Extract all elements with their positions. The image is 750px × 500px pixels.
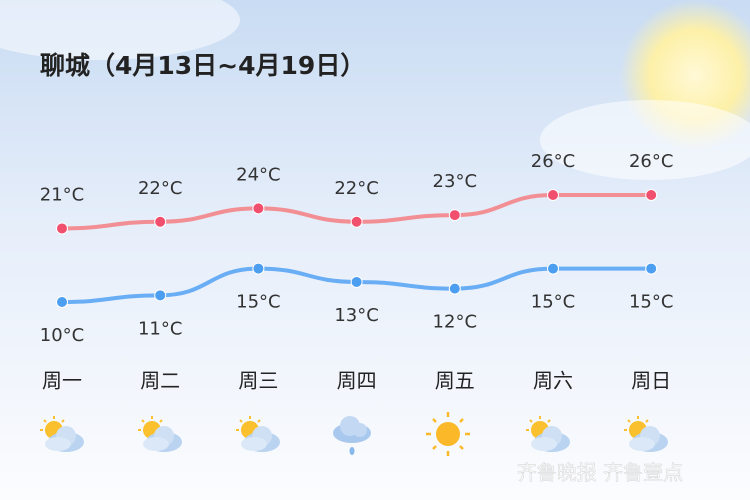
point [56, 222, 68, 235]
point [645, 189, 658, 201]
watermark: 齐鲁晚报 齐鲁壹点 [517, 461, 683, 485]
point [547, 262, 559, 275]
x-tick-label: 周四 [337, 369, 377, 393]
point [252, 262, 265, 275]
value-label: 22°C [138, 178, 182, 199]
x-tick-label: 周三 [238, 369, 278, 393]
value-label: 23°C [433, 171, 477, 192]
cloud [540, 100, 750, 180]
x-tick-label: 周五 [435, 369, 475, 393]
value-label: 11°C [138, 318, 182, 339]
value-label: 10°C [40, 325, 84, 346]
value-label: 15°C [629, 292, 673, 313]
value-label: 15°C [236, 292, 280, 313]
value-label: 21°C [40, 184, 84, 205]
point [56, 296, 68, 308]
value-label: 13°C [334, 305, 378, 326]
point [154, 289, 167, 302]
point [154, 215, 167, 228]
point [448, 282, 461, 295]
x-tick-label: 周日 [631, 369, 671, 393]
point [547, 189, 559, 201]
value-label: 24°C [236, 164, 280, 185]
chart-title: 聊城（4月13日~4月19日） [40, 51, 365, 80]
point [350, 275, 363, 288]
x-tick-label: 周一 [42, 369, 82, 393]
point [448, 209, 461, 222]
value-label: 12°C [433, 312, 477, 333]
point [252, 202, 265, 215]
x-tick-label: 周六 [533, 369, 573, 393]
value-label: 22°C [334, 178, 378, 199]
point [350, 215, 363, 228]
x-tick-label: 周二 [140, 369, 180, 393]
value-label: 26°C [531, 151, 575, 172]
point [645, 262, 658, 275]
value-label: 26°C [629, 151, 673, 172]
value-label: 15°C [531, 292, 575, 313]
cloud [0, 0, 240, 60]
